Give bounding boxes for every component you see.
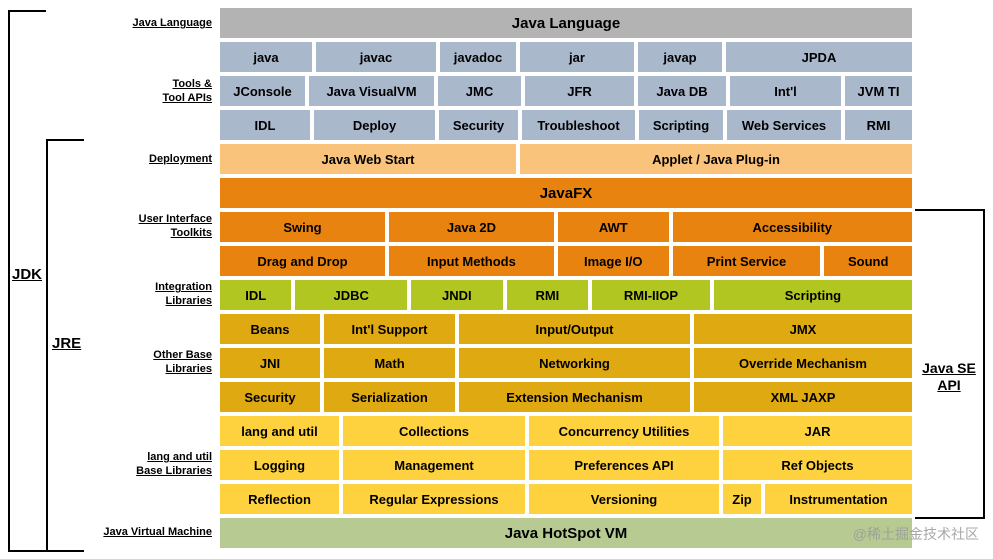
cell-sound[interactable]: Sound <box>824 246 912 276</box>
diagram-row: Java Language <box>220 8 912 38</box>
side-label-jvm[interactable]: Java Virtual Machine <box>103 526 212 538</box>
cell-jmc[interactable]: JMC <box>438 76 521 106</box>
cell-idl[interactable]: IDL <box>220 280 292 310</box>
cell-collections[interactable]: Collections <box>343 416 525 446</box>
cell-java-web-start[interactable]: Java Web Start <box>220 144 516 174</box>
cell-regular-expressions[interactable]: Regular Expressions <box>343 484 525 514</box>
cell-reflection[interactable]: Reflection <box>220 484 339 514</box>
cell-java-language[interactable]: Java Language <box>220 8 912 38</box>
cell-java-hotspot-vm[interactable]: Java HotSpot VM <box>220 518 912 548</box>
watermark: @稀土掘金技术社区 <box>852 526 979 542</box>
cell-javap[interactable]: javap <box>638 42 722 72</box>
cell-java-db[interactable]: Java DB <box>638 76 726 106</box>
cell-int-l-support[interactable]: Int'l Support <box>324 314 455 344</box>
cell-int-l[interactable]: Int'l <box>730 76 841 106</box>
cell-beans[interactable]: Beans <box>220 314 320 344</box>
cell-logging[interactable]: Logging <box>220 450 339 480</box>
cell-ref-objects[interactable]: Ref Objects <box>723 450 912 480</box>
jre-bracket <box>46 139 84 552</box>
side-label-deployment[interactable]: Deployment <box>149 153 212 165</box>
cell-jdbc[interactable]: JDBC <box>295 280 408 310</box>
cell-web-services[interactable]: Web Services <box>727 110 841 140</box>
diagram-row: Java HotSpot VM <box>220 518 912 548</box>
diagram-row: Drag and Drop Input Methods Image I/O Print… <box>220 246 912 276</box>
cell-override-mechanism[interactable]: Override Mechanism <box>694 348 912 378</box>
cell-scripting[interactable]: Scripting <box>639 110 723 140</box>
jdk-label[interactable]: JDK <box>12 266 43 283</box>
diagram-row: IDL JDBC JNDI RMI RMI-IIOP Scripting <box>220 280 912 310</box>
jdk-bracket <box>8 10 46 552</box>
diagram-row: JConsole Java VisualVM JMC JFR Java DB Int'l J… <box>220 76 912 106</box>
cell-jar[interactable]: JAR <box>723 416 912 446</box>
java-se-api-label[interactable]: Java SE API <box>922 360 976 393</box>
diagram-row: lang and util Collections Concurrency Util… <box>220 416 912 446</box>
diagram-row: Java Web Start Applet / Java Plug-in <box>220 144 912 174</box>
diagram-row: Beans Int'l Support Input/Output JMX <box>220 314 912 344</box>
cell-math[interactable]: Math <box>324 348 455 378</box>
cell-awt[interactable]: AWT <box>557 212 669 242</box>
diagram-row: Swing Java 2D AWT Accessibility <box>220 212 912 242</box>
cell-jvm-ti[interactable]: JVM TI <box>845 76 912 106</box>
cell-idl[interactable]: IDL <box>220 110 310 140</box>
cell-jmx[interactable]: JMX <box>694 314 912 344</box>
cell-security[interactable]: Security <box>220 382 320 412</box>
cell-scripting[interactable]: Scripting <box>713 280 912 310</box>
cell-concurrency-utilities[interactable]: Concurrency Utilities <box>529 416 719 446</box>
diagram-row: Security Serialization Extension Mechanism… <box>220 382 912 412</box>
cell-instrumentation[interactable]: Instrumentation <box>765 484 912 514</box>
cell-swing[interactable]: Swing <box>220 212 385 242</box>
cell-networking[interactable]: Networking <box>459 348 690 378</box>
cell-java-visualvm[interactable]: Java VisualVM <box>309 76 434 106</box>
cell-javac[interactable]: javac <box>316 42 436 72</box>
cell-image-i-o[interactable]: Image I/O <box>557 246 669 276</box>
cell-versioning[interactable]: Versioning <box>529 484 719 514</box>
diagram-row: Logging Management Preferences API Ref Obje… <box>220 450 912 480</box>
cell-accessibility[interactable]: Accessibility <box>672 212 912 242</box>
cell-javafx[interactable]: JavaFX <box>220 178 912 208</box>
cell-management[interactable]: Management <box>343 450 525 480</box>
diagram-row: JavaFX <box>220 178 912 208</box>
cell-preferences-api[interactable]: Preferences API <box>529 450 719 480</box>
cell-java[interactable]: java <box>220 42 312 72</box>
cell-rmi[interactable]: RMI <box>845 110 912 140</box>
cell-javadoc[interactable]: javadoc <box>440 42 516 72</box>
cell-security[interactable]: Security <box>439 110 518 140</box>
cell-print-service[interactable]: Print Service <box>672 246 821 276</box>
cell-zip[interactable]: Zip <box>723 484 761 514</box>
cell-extension-mechanism[interactable]: Extension Mechanism <box>459 382 690 412</box>
cell-drag-and-drop[interactable]: Drag and Drop <box>220 246 385 276</box>
java-se-api-bracket <box>915 209 985 519</box>
diagram-row: Reflection Regular Expressions Versioning Z… <box>220 484 912 514</box>
side-label-java-language[interactable]: Java Language <box>132 17 212 29</box>
diagram-grid: Java Language java javac javadoc jar javap JPD… <box>220 8 912 552</box>
cell-jndi[interactable]: JNDI <box>411 280 503 310</box>
cell-jar[interactable]: jar <box>520 42 634 72</box>
cell-xml-jaxp[interactable]: XML JAXP <box>694 382 912 412</box>
side-label-tools[interactable]: Tools & Tool APIs <box>162 78 213 104</box>
cell-troubleshoot[interactable]: Troubleshoot <box>522 110 635 140</box>
cell-input-methods[interactable]: Input Methods <box>388 246 554 276</box>
side-label-lang-util[interactable]: lang and util Base Libraries <box>136 451 212 477</box>
cell-input-output[interactable]: Input/Output <box>459 314 690 344</box>
side-label-ui-toolkits[interactable]: User Interface Toolkits <box>138 213 212 239</box>
side-label-other-base[interactable]: Other Base Libraries <box>153 349 212 375</box>
cell-deploy[interactable]: Deploy <box>314 110 435 140</box>
cell-jfr[interactable]: JFR <box>525 76 634 106</box>
side-label-integration[interactable]: Integration Libraries <box>155 281 212 307</box>
cell-rmi-iiop[interactable]: RMI-IIOP <box>592 280 710 310</box>
diagram-row: java javac javadoc jar javap JPDA <box>220 42 912 72</box>
jre-label[interactable]: JRE <box>52 335 82 352</box>
diagram-row: JNI Math Networking Override Mechanism <box>220 348 912 378</box>
diagram-row: IDL Deploy Security Troubleshoot Scripting We… <box>220 110 912 140</box>
cell-lang-and-util[interactable]: lang and util <box>220 416 339 446</box>
cell-rmi[interactable]: RMI <box>506 280 589 310</box>
cell-java-2d[interactable]: Java 2D <box>388 212 554 242</box>
cell-serialization[interactable]: Serialization <box>324 382 455 412</box>
cell-jpda[interactable]: JPDA <box>726 42 912 72</box>
cell-applet-java-plug-in[interactable]: Applet / Java Plug-in <box>520 144 912 174</box>
cell-jni[interactable]: JNI <box>220 348 320 378</box>
cell-jconsole[interactable]: JConsole <box>220 76 305 106</box>
